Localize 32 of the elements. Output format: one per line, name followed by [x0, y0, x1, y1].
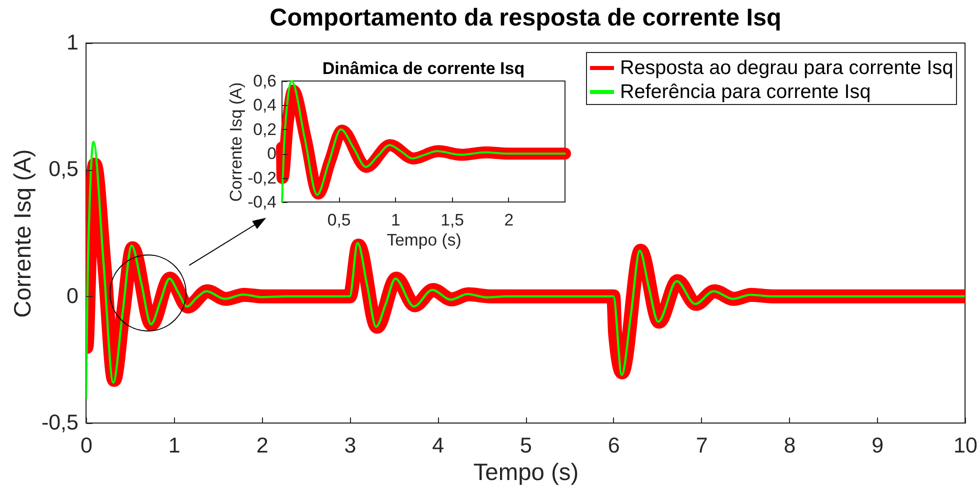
chart-title: Dinâmica de corrente Isq [322, 59, 525, 78]
y-tick-label: -0,4 [248, 192, 276, 212]
x-tick-label: 1 [391, 210, 400, 230]
x-tick-label: 2 [504, 210, 514, 230]
y-tick-label: 0 [267, 144, 276, 164]
x-tick-label: 0,5 [327, 210, 351, 230]
x-tick-label: 9 [872, 434, 884, 458]
x-tick-label: 4 [432, 434, 444, 458]
legend-label: Referência para corrente Isq [620, 81, 871, 103]
chart-title: Comportamento da resposta de corrente Isq [270, 4, 782, 32]
x-tick-label: 1,5 [440, 210, 464, 230]
y-tick-label: -0,2 [248, 168, 276, 188]
y-axis-title: Corrente Isq (A) [226, 82, 246, 202]
x-tick-label: 8 [784, 434, 796, 458]
y-tick-label: 1 [66, 30, 78, 54]
y-tick-label: 0 [66, 284, 79, 308]
y-tick-label: -0,5 [41, 410, 79, 434]
x-tick-label: 6 [608, 434, 620, 458]
x-tick-label: 5 [520, 434, 532, 458]
y-tick-label: 0,5 [48, 157, 79, 182]
x-tick-label: 2 [256, 434, 268, 458]
x-tick-label: 7 [696, 434, 708, 458]
x-tick-label: 1 [168, 434, 180, 458]
y-tick-label: 0,6 [253, 72, 276, 90]
x-axis-title: Tempo (s) [386, 230, 462, 250]
x-axis-title: Tempo (s) [473, 460, 579, 486]
legend-label: Resposta ao degrau para corrente Isq [620, 57, 954, 79]
y-tick-label: 0,2 [253, 120, 276, 139]
y-axis-title: Corrente Isq (A) [10, 149, 36, 318]
x-tick-label: 3 [344, 434, 356, 458]
x-tick-label: 10 [954, 434, 978, 458]
y-tick-label: 0,4 [253, 96, 276, 115]
